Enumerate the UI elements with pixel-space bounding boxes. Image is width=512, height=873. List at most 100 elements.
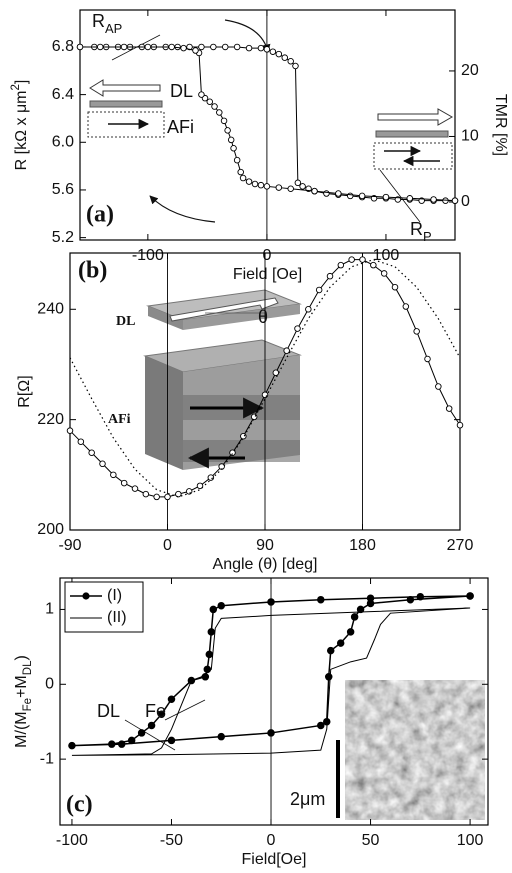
data-point	[323, 190, 330, 197]
data-point	[211, 103, 218, 110]
annotation: (b)	[78, 258, 107, 284]
data-point	[257, 181, 265, 189]
data-point	[210, 43, 217, 51]
y-axis-label-part: DL	[22, 660, 34, 675]
x-tick-label: -100	[56, 832, 88, 849]
data-point	[294, 179, 302, 187]
data-point	[217, 601, 225, 610]
data-point	[391, 283, 399, 291]
data-point	[445, 405, 453, 412]
data-point	[346, 628, 355, 636]
y2-axis-label: TMR [%]	[492, 94, 509, 156]
annotation-part: P	[423, 229, 432, 244]
y-axis-label-part: M/(M	[13, 711, 30, 747]
plot-frame	[79, 9, 456, 241]
data-point	[346, 192, 354, 200]
data-point	[175, 490, 182, 498]
x-tick-label: 0	[267, 832, 276, 849]
annotation: RP	[410, 219, 432, 244]
y-axis-label-part: ]	[13, 80, 30, 84]
data-point	[207, 628, 216, 636]
y-axis-label: R[Ω]	[16, 375, 33, 407]
pointer	[164, 699, 206, 721]
x-tick-label: 100	[373, 247, 400, 264]
pointer	[124, 719, 176, 751]
data-point	[413, 328, 420, 335]
data-point	[261, 391, 269, 399]
data-point	[217, 732, 225, 741]
data-point	[233, 156, 241, 164]
annotation-part: AP	[105, 21, 122, 36]
data-point	[416, 592, 425, 601]
data-point	[157, 710, 166, 718]
data-point	[127, 736, 136, 745]
data-point	[435, 383, 442, 390]
stack-diagram	[143, 289, 302, 470]
y-tick-label: -1	[40, 750, 54, 767]
data-point	[239, 174, 247, 182]
data-point	[466, 592, 474, 600]
y-tick-label: 1	[45, 601, 54, 618]
data-point	[153, 493, 160, 501]
legend-marker	[82, 592, 90, 600]
data-point	[216, 109, 223, 116]
y-axis-label: R [kΩ x μm2]	[10, 80, 30, 171]
data-point	[110, 471, 117, 479]
data-point	[257, 44, 265, 52]
data-point	[315, 286, 323, 294]
y2-tick-label: 20	[461, 62, 479, 79]
data-point	[267, 729, 275, 737]
data-point	[233, 43, 241, 51]
data-point	[337, 261, 345, 269]
series-line	[71, 607, 471, 756]
data-point	[206, 98, 214, 106]
x-tick-label: 50	[362, 832, 380, 849]
legend-box	[64, 581, 144, 633]
data-point	[220, 117, 228, 125]
data-point	[196, 482, 204, 490]
data-point	[305, 306, 312, 313]
data-point	[380, 270, 388, 277]
data-point	[250, 413, 258, 421]
data-point	[131, 485, 139, 492]
data-point	[311, 187, 318, 195]
x-tick-label: 100	[457, 832, 484, 849]
y-tick-label: 5.6	[52, 181, 74, 198]
annotation-part: R	[92, 11, 105, 31]
data-point	[144, 43, 152, 51]
annotation: θ	[258, 307, 268, 327]
x-axis-label: Field [Oe]	[233, 266, 302, 283]
y-tick-label: 200	[37, 521, 64, 538]
data-point	[185, 488, 193, 495]
y-tick-label: 220	[37, 411, 64, 428]
data-point	[335, 190, 342, 197]
data-point	[77, 438, 85, 445]
data-point	[406, 595, 415, 604]
x-tick-label: 180	[349, 537, 376, 554]
data-point	[350, 613, 359, 621]
data-point	[227, 136, 235, 144]
data-point	[96, 43, 104, 51]
data-point	[205, 650, 214, 659]
x-tick-label: 270	[447, 537, 474, 554]
x-tick-label: 0	[262, 247, 271, 264]
data-point	[245, 44, 253, 52]
data-point	[164, 493, 171, 501]
data-point	[198, 91, 205, 98]
data-point	[283, 347, 290, 354]
data-point	[88, 449, 95, 456]
y-axis-label-part: +M	[13, 675, 30, 698]
data-point	[336, 639, 345, 647]
annotation: DL	[97, 701, 120, 721]
x-axis-label: Angle (θ) [deg]	[213, 556, 318, 573]
y-axis-label: M/(MFe+MDL)	[13, 655, 34, 748]
data-point	[76, 43, 84, 51]
data-point	[292, 62, 299, 70]
data-point	[168, 43, 175, 51]
data-point	[317, 595, 325, 604]
data-point	[245, 178, 253, 185]
data-point	[275, 50, 283, 58]
annotation: Fe	[145, 701, 166, 721]
y-axis-label-part: Fe	[22, 698, 34, 711]
